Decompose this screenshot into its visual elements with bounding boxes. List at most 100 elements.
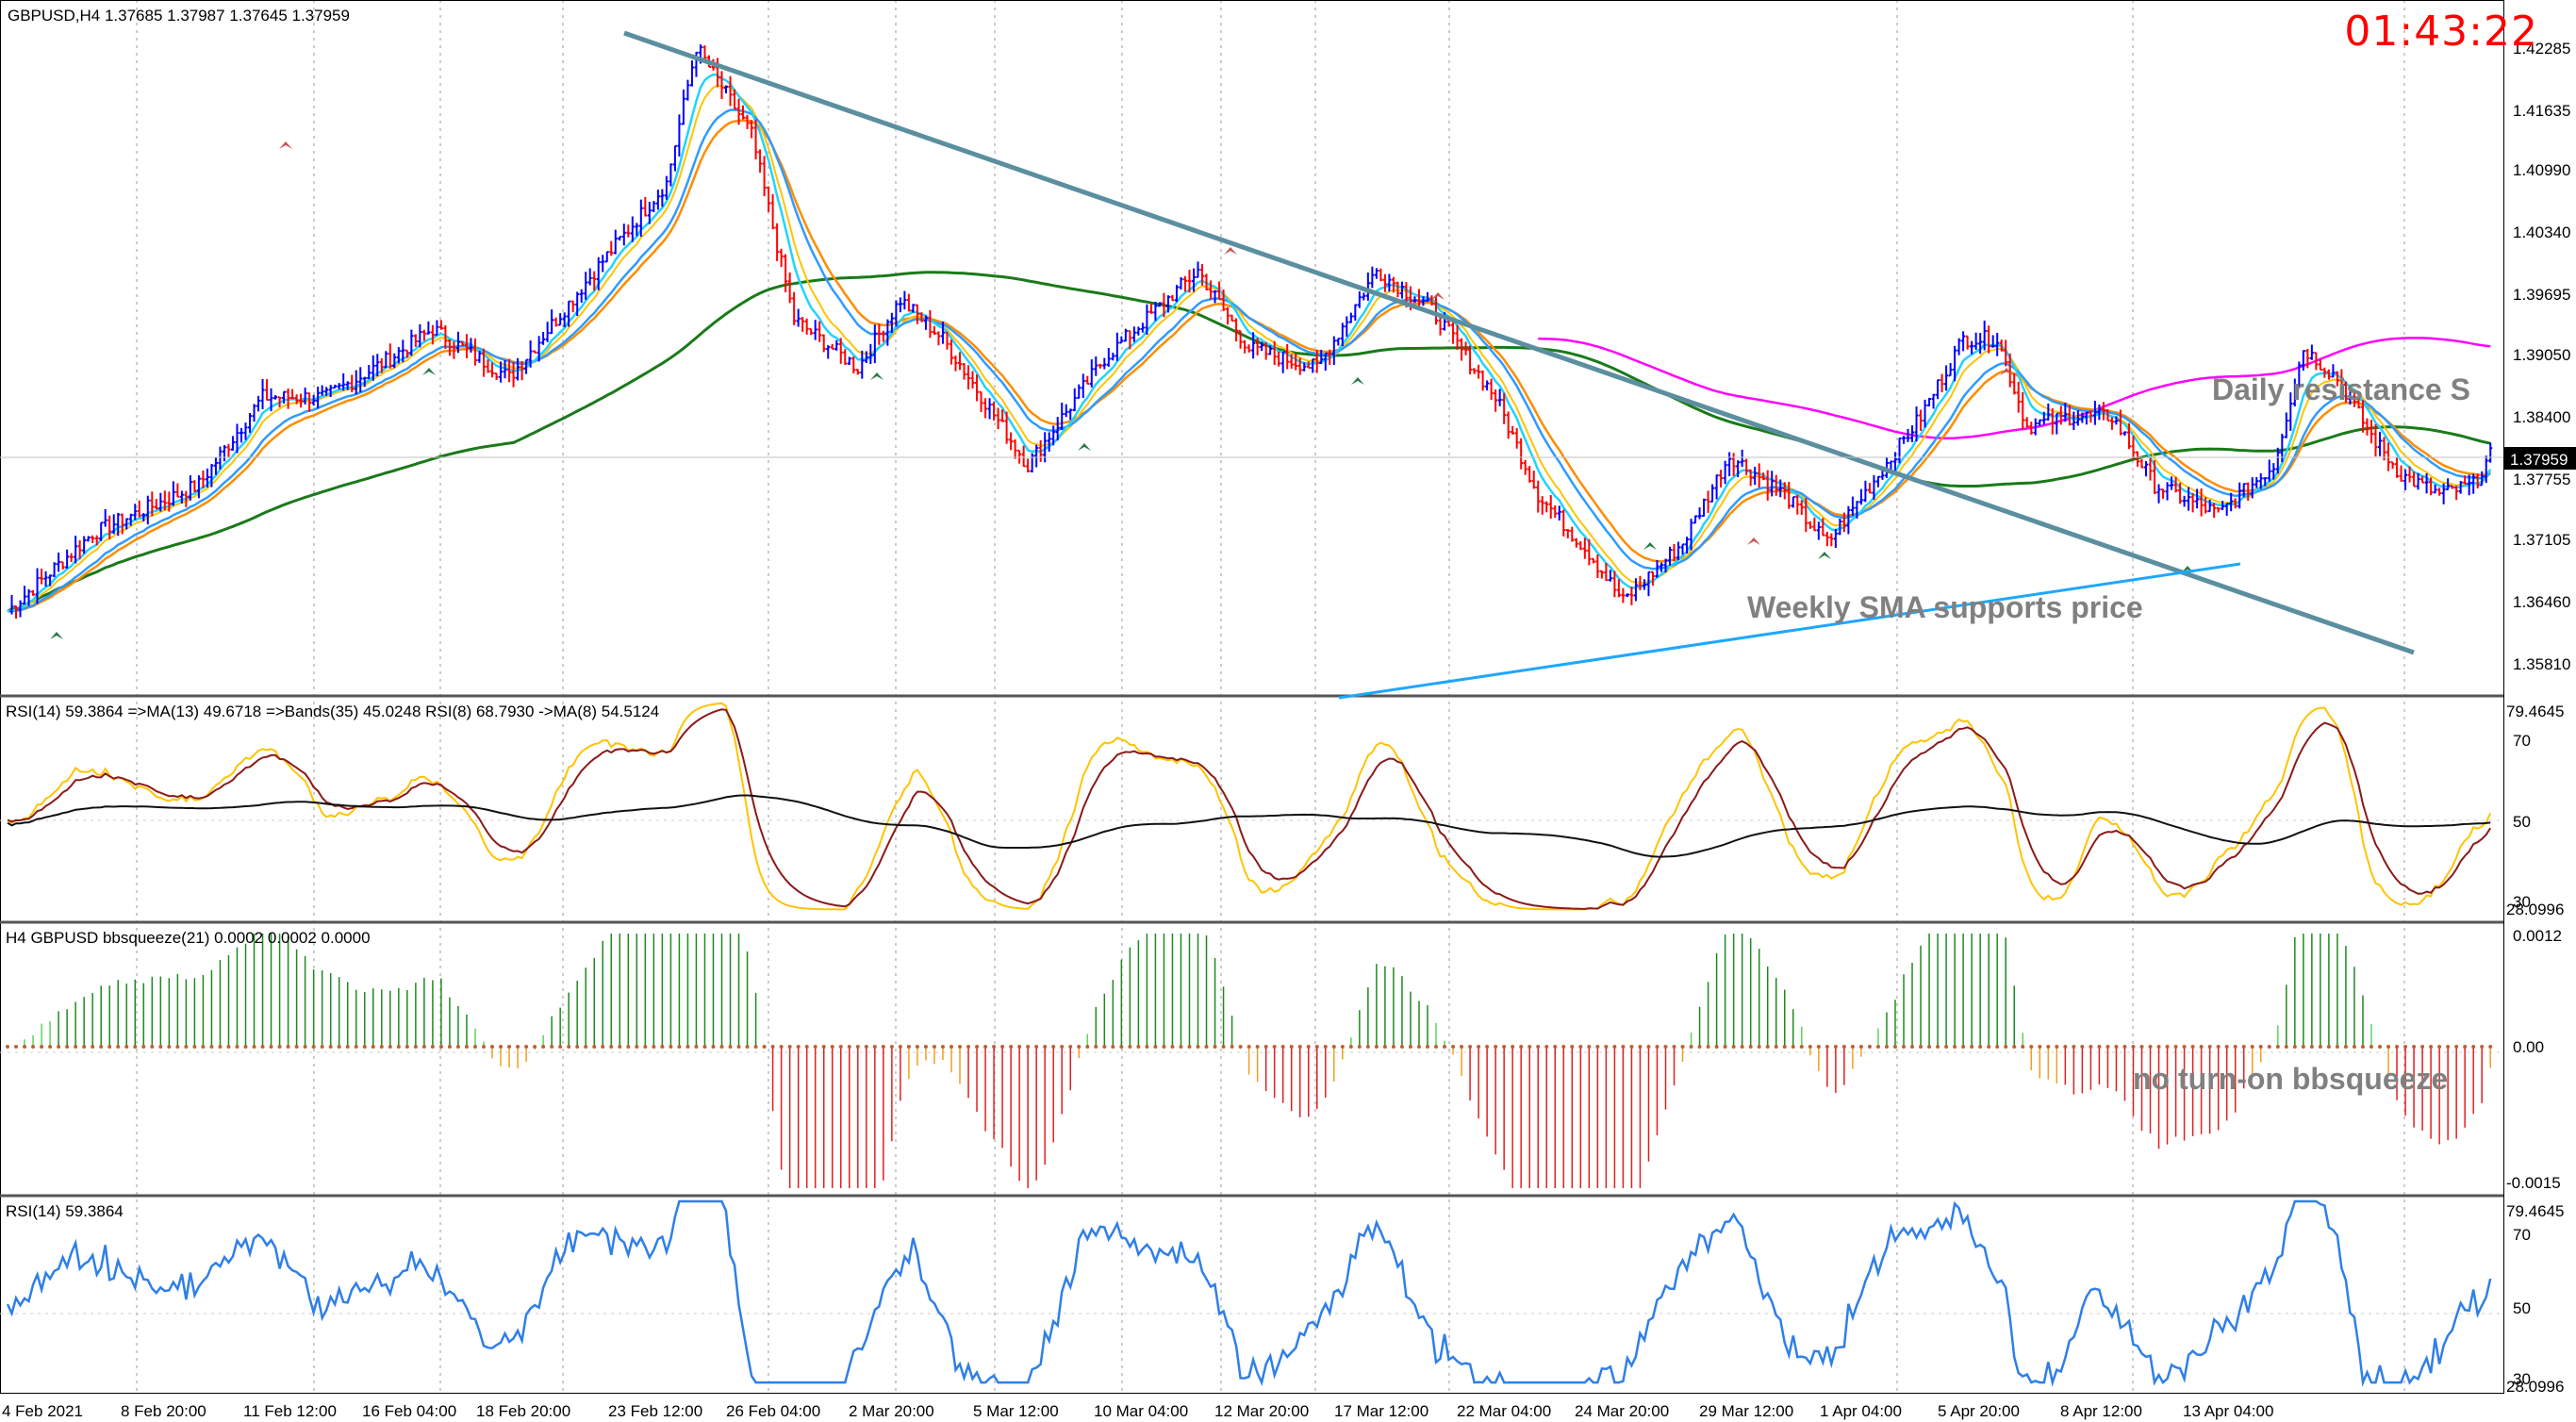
- rsi-tick: 79.4645: [2506, 1202, 2564, 1220]
- signal-arrows: [50, 141, 2194, 639]
- time-tick: 1 Apr 04:00: [1820, 1402, 1902, 1420]
- bbsqueeze-dot: [2267, 1045, 2271, 1049]
- bbsqueeze-dot: [158, 1045, 163, 1049]
- current-price-label: 1.37959: [2510, 451, 2568, 469]
- bbsqueeze-dot: [1196, 1045, 1200, 1049]
- bbsqueeze-dot: [1357, 1045, 1362, 1049]
- bbsqueeze-dot: [2378, 1045, 2383, 1049]
- bbsqueeze-dot: [2241, 1045, 2246, 1049]
- ma-yellow-line: [7, 84, 2491, 613]
- bbsqueeze-dot: [1791, 1045, 1795, 1049]
- bbsqueeze-dot: [601, 1045, 605, 1049]
- bbsqueeze-dot: [226, 1045, 231, 1049]
- bbsqueeze-dot: [1689, 1045, 1693, 1049]
- bbsqueeze-dot: [2292, 1045, 2297, 1049]
- bbsqueeze-dot: [992, 1045, 997, 1049]
- bbsqueeze-dot: [1816, 1045, 1821, 1049]
- bbsqueeze-tick: 0.00: [2513, 1038, 2544, 1056]
- bbsqueeze-dot: [1026, 1045, 1031, 1049]
- bbsqueeze-dot: [1289, 1045, 1294, 1049]
- bbsqueeze-dot: [2301, 1045, 2305, 1049]
- price-tick: 1.41635: [2513, 102, 2570, 120]
- bbsqueeze-dot: [2233, 1045, 2237, 1049]
- bbsqueeze-tick: 0.0012: [2513, 927, 2562, 945]
- bbsqueeze-dot: [1638, 1045, 1643, 1049]
- bbsqueeze-dot: [1892, 1045, 1897, 1049]
- bbsqueeze-panel[interactable]: H4 GBPUSD bbsqueeze(21) 0.0002 0.0002 0.…: [6, 929, 2493, 1188]
- bbsqueeze-dot: [1961, 1045, 1966, 1049]
- bbsqueeze-dot: [541, 1045, 546, 1049]
- rsi-bands-header: RSI(14) 59.3864 =>MA(13) 49.6718 =>Bands…: [6, 703, 659, 720]
- rsi-bands-panel[interactable]: RSI(14) 59.3864 =>MA(13) 49.6718 =>Bands…: [6, 702, 2492, 911]
- price-tick: 1.36460: [2513, 593, 2570, 611]
- bbsqueeze-dot: [1043, 1045, 1048, 1049]
- bbsqueeze-dot: [2207, 1045, 2212, 1049]
- bbsqueeze-dot: [1297, 1045, 1302, 1049]
- price-tick: 1.39695: [2513, 286, 2570, 304]
- bbsqueeze-header: H4 GBPUSD bbsqueeze(21) 0.0002 0.0002 0.…: [6, 929, 371, 947]
- rsi-bands-tick: 28.0996: [2506, 901, 2564, 918]
- bbsqueeze-dot: [1612, 1045, 1617, 1049]
- bbsqueeze-dot: [2173, 1045, 2178, 1049]
- bbsqueeze-dot: [830, 1045, 834, 1049]
- bbsqueeze-dot: [669, 1045, 673, 1049]
- main-panel-header: GBPUSD,H4 1.37685 1.37987 1.37645 1.3795…: [8, 7, 350, 25]
- bbsqueeze-dot: [150, 1045, 155, 1049]
- price-tick: 1.37105: [2513, 531, 2570, 549]
- bbsqueeze-dot: [728, 1045, 733, 1049]
- bbsqueeze-dot: [609, 1045, 614, 1049]
- rsi-tick: 30: [2513, 1370, 2531, 1388]
- bbsqueeze-dot: [91, 1045, 95, 1049]
- bbsqueeze-dot: [2463, 1045, 2468, 1049]
- bbsqueeze-dot: [1875, 1045, 1880, 1049]
- bbsqueeze-dot: [719, 1045, 724, 1049]
- time-tick: 12 Mar 20:00: [1214, 1402, 1309, 1420]
- signal-arrow: [279, 141, 292, 149]
- bbsqueeze-dot: [1740, 1045, 1744, 1049]
- bbsqueeze-dot: [1382, 1045, 1387, 1049]
- bbsqueeze-dot: [1077, 1045, 1082, 1049]
- bbsqueeze-dot: [1068, 1045, 1073, 1049]
- bbsqueeze-dot: [558, 1045, 563, 1049]
- bbsqueeze-dot: [2403, 1045, 2408, 1049]
- bbsqueeze-dot: [1978, 1045, 1983, 1049]
- bbsqueeze-dot: [1348, 1045, 1353, 1049]
- bbsqueeze-dot: [1578, 1045, 1583, 1049]
- rsi-panel[interactable]: RSI(14) 59.3864: [6, 1199, 2492, 1387]
- bbsqueeze-dot: [464, 1045, 469, 1049]
- bbsqueeze-dot: [1443, 1045, 1447, 1049]
- signal-arrow: [1078, 443, 1091, 451]
- bbsqueeze-dot: [1485, 1045, 1490, 1049]
- bbsqueeze-dot: [966, 1045, 971, 1049]
- rsi-bands-tick: 30: [2513, 893, 2531, 911]
- bbsqueeze-dot: [2412, 1045, 2417, 1049]
- down-trendline[interactable]: [623, 30, 2415, 655]
- bbsqueeze-dot: [702, 1045, 707, 1049]
- bbsqueeze-dot: [2471, 1045, 2476, 1049]
- price-tick: 1.35810: [2513, 655, 2570, 673]
- bbsqueeze-dot: [1621, 1045, 1626, 1049]
- panel-borders: [0, 0, 2504, 1394]
- bbsqueeze-dot: [779, 1045, 784, 1049]
- bbsqueeze-dot: [1867, 1045, 1872, 1049]
- bbsqueeze-dot: [1511, 1045, 1515, 1049]
- bbsqueeze-dot: [2446, 1045, 2451, 1049]
- rsi-bands-tick: 50: [2513, 813, 2531, 831]
- bbsqueeze-dot: [1000, 1045, 1005, 1049]
- bbsqueeze-dot: [2089, 1045, 2093, 1049]
- bbsqueeze-dot: [65, 1045, 70, 1049]
- bbsqueeze-histogram: [6, 934, 2493, 1188]
- bbsqueeze-annotation: no turn-on bbsqueeze: [2133, 1062, 2448, 1096]
- price-tick: 1.42285: [2513, 40, 2570, 58]
- bbsqueeze-dot: [1451, 1045, 1456, 1049]
- rsi-header: RSI(14) 59.3864: [6, 1202, 124, 1220]
- bbsqueeze-dot: [286, 1045, 290, 1049]
- bbsqueeze-dot: [14, 1045, 19, 1049]
- bbsqueeze-dot: [804, 1045, 809, 1049]
- bbsqueeze-dot: [1280, 1045, 1285, 1049]
- bbsqueeze-dot: [2038, 1045, 2042, 1049]
- bbsqueeze-dot: [711, 1045, 716, 1049]
- main-price-panel[interactable]: Daily resistance S Weekly SMA supports p…: [0, 7, 2503, 700]
- signal-arrow: [1818, 552, 1831, 559]
